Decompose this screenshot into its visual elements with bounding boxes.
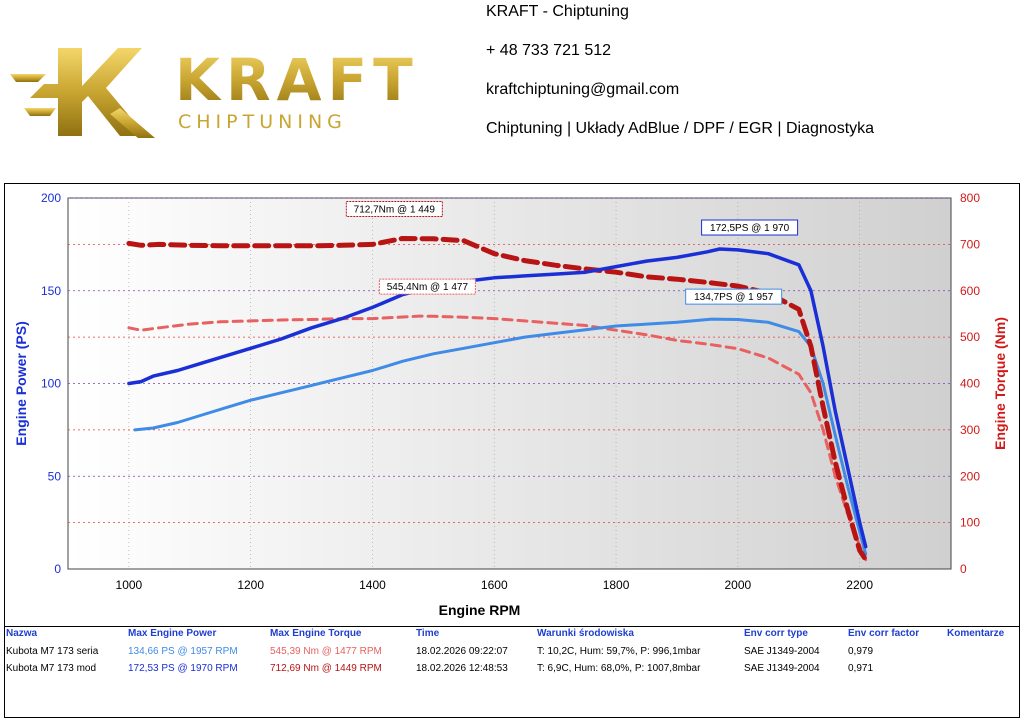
y-right-tick-label: 700 xyxy=(960,237,980,251)
cell-torque: 712,69 Nm @ 1449 RPM xyxy=(270,663,382,674)
y-left-tick-label: 200 xyxy=(41,191,61,205)
cell-corr-type: SAE J1349-2004 xyxy=(744,663,820,674)
x-tick-label: 1200 xyxy=(237,578,264,592)
y-left-tick-label: 50 xyxy=(48,469,62,483)
x-axis-title: Engine RPM xyxy=(439,602,521,618)
x-tick-label: 1000 xyxy=(116,578,143,592)
table-frame xyxy=(4,625,1020,718)
cell-name: Kubota M7 173 seria xyxy=(6,646,99,657)
services-line: Chiptuning | Układy AdBlue / DPF / EGR |… xyxy=(486,120,875,137)
annotation-box xyxy=(378,278,476,295)
dyno-chart: 1000 1200 1400 1600 1800 2000 2200050100150200… xyxy=(13,191,1008,618)
company-name: KRAFT - Chiptuning xyxy=(486,3,629,20)
annotation-label: 545,4Nm @ 1 477 xyxy=(387,282,469,293)
series-line-3 xyxy=(127,314,868,562)
col-header-corr-type: Env corr type xyxy=(744,628,808,639)
y-right-tick-label: 200 xyxy=(960,469,980,483)
y-right-tick-label: 100 xyxy=(960,516,980,530)
col-header-corr-factor: Env corr factor xyxy=(848,628,920,639)
logo-sub-text: CHIPTUNING xyxy=(178,111,347,133)
chart-frame: 1000 1200 1400 1600 1800 2000 2200 0 50 100 150 200… xyxy=(4,183,1020,627)
y-left-tick-label: 150 xyxy=(41,284,61,298)
y-left-axis-title: Engine Power (PS) xyxy=(13,321,29,445)
table-row: Kubota M7 173 seria 134,66 PS @ 1957 RPM… xyxy=(4,643,1018,660)
col-header-name: Nazwa xyxy=(6,628,38,639)
contact-block: KRAFT - Chiptuning + 48 733 721 512 kraf… xyxy=(486,4,874,160)
annotation-label: 172,5PS @ 1 970 xyxy=(710,223,790,234)
y-left-tick-label: 100 xyxy=(41,377,61,391)
y-right-axis-title: Engine Torque (Nm) xyxy=(992,317,1008,450)
annotation-box xyxy=(685,288,783,305)
y-left-tick-label: 0 xyxy=(54,562,61,576)
y-right-tick-label: 600 xyxy=(960,284,980,298)
x-tick-label: 1600 xyxy=(481,578,508,592)
col-header-time: Time xyxy=(416,628,440,639)
col-header-comment: Komentarze xyxy=(947,628,1005,639)
cell-name: Kubota M7 173 mod xyxy=(6,663,97,674)
phone-number[interactable]: + 48 733 721 512 xyxy=(486,42,612,59)
table-row: Kubota M7 173 mod 172,53 PS @ 1970 RPM 7… xyxy=(4,660,1018,677)
y-right-tick-label: 500 xyxy=(960,330,980,344)
logo-main-text: KRAFT xyxy=(175,46,419,114)
cell-time: 18.02.2026 09:22:07 xyxy=(416,646,508,657)
col-header-env: Warunki środowiska xyxy=(537,628,634,639)
cell-env: T: 10,2C, Hum: 59,7%, P: 996,1mbar xyxy=(537,646,701,657)
cell-corr-factor: 0,979 xyxy=(848,646,874,657)
cell-env: T: 6,9C, Hum: 68,0%, P: 1007,8mbar xyxy=(537,663,701,674)
series-line-2 xyxy=(126,236,869,563)
y-right-tick-label: 800 xyxy=(960,191,980,205)
table-header-row: Nazwa Max Engine Power Max Engine Torque… xyxy=(4,626,1018,643)
annotation-label: 134,7PS @ 1 957 xyxy=(694,292,774,303)
y-right-tick-label: 0 xyxy=(960,562,967,576)
x-tick-label: 2200 xyxy=(846,578,873,592)
series-line-0 xyxy=(127,247,868,549)
cell-time: 18.02.2026 12:48:53 xyxy=(416,663,508,674)
x-tick-label: 2000 xyxy=(725,578,752,592)
cell-power: 134,66 PS @ 1957 RPM xyxy=(128,646,238,657)
annotation-box xyxy=(701,219,799,236)
email-address[interactable]: kraftchiptuning@gmail.com xyxy=(486,81,680,98)
kraft-logo: KRAFT CHIPTUNING xyxy=(10,46,419,138)
x-tick-label: 1400 xyxy=(359,578,386,592)
y-right-tick-label: 300 xyxy=(960,423,980,437)
cell-power: 172,53 PS @ 1970 RPM xyxy=(128,663,238,674)
cell-corr-type: SAE J1349-2004 xyxy=(744,646,820,657)
cell-corr-factor: 0,971 xyxy=(848,663,874,674)
annotation-label: 712,7Nm @ 1 449 xyxy=(354,204,436,215)
col-header-torque: Max Engine Torque xyxy=(270,628,362,639)
cell-torque: 545,39 Nm @ 1477 RPM xyxy=(270,646,382,657)
col-header-power: Max Engine Power xyxy=(128,628,217,639)
x-tick-label: 1800 xyxy=(603,578,630,592)
results-table: Nazwa Max Engine Power Max Engine Torque… xyxy=(4,626,1018,677)
y-right-tick-label: 400 xyxy=(960,377,980,391)
annotation-box xyxy=(345,200,443,217)
header: KRAFT CHIPTUNING KRAFT - Chiptuning + 48… xyxy=(0,0,1024,175)
k-emblem-icon xyxy=(10,48,155,138)
